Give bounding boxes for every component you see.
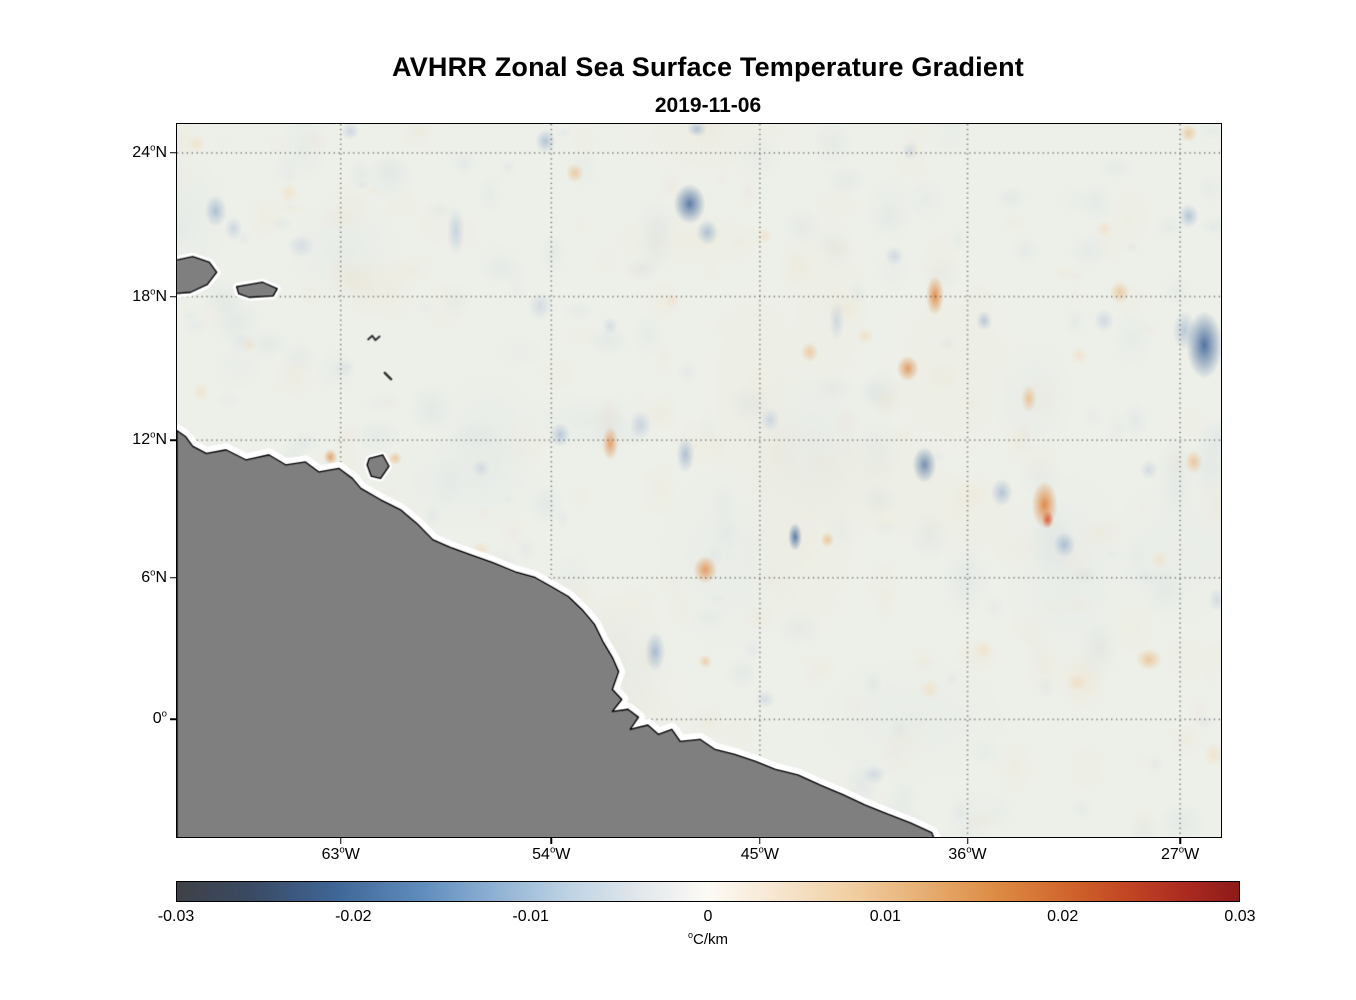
colorbar	[176, 881, 1240, 902]
colorbar-gradient	[177, 882, 1239, 901]
colorbar-ticks: -0.03 -0.02 -0.01 0 0.01 0.02 0.03	[158, 908, 1256, 926]
x-axis-tick-label: 63oW	[321, 844, 360, 863]
y-axis-tickmark	[170, 152, 177, 154]
x-axis-tickmark	[1179, 837, 1181, 844]
colorbar-tick-label: -0.03	[157, 908, 195, 925]
x-axis-tickmark	[339, 837, 342, 844]
colorbar-tick-label: 0.03	[1224, 908, 1256, 925]
chart-subtitle-date: 2019-11-06	[654, 94, 762, 117]
unit-text: C/km	[693, 931, 728, 948]
y-axis-tick-label: 24oN	[132, 142, 167, 161]
x-axis-tick-label: 36oW	[948, 844, 987, 863]
x-axis-tick-label: 45oW	[740, 844, 779, 863]
x-axis-tick-label: 54oW	[532, 844, 571, 863]
y-axis-tick-label: 18oN	[132, 286, 167, 305]
degree-symbol: o	[687, 930, 693, 940]
map-plot: 24oN 18oN 12oN 6oN 0o 63oW 54oW 45oW 36oW 27oW	[132, 123, 1222, 863]
colorbar-tick-label: -0.01	[512, 908, 549, 925]
y-axis-tickmark	[170, 439, 177, 441]
sst-gradient-field-canvas	[177, 124, 1221, 837]
chart-title: AVHRR Zonal Sea Surface Temperature Grad…	[392, 52, 1024, 82]
x-axis-tickmark	[966, 837, 969, 844]
x-axis-tickmark	[550, 837, 553, 844]
x-axis-tick-label: 27oW	[1160, 844, 1200, 863]
colorbar-tick-label: 0.02	[1047, 908, 1079, 925]
y-axis-tickmark	[170, 295, 177, 298]
colorbar-unit-label: oC/km	[176, 930, 1240, 949]
colorbar-tick-label: -0.02	[335, 908, 372, 925]
y-axis-tickmark	[170, 577, 177, 579]
colorbar-tick-label: 0.01	[869, 908, 901, 925]
colorbar-tick-label: 0	[703, 908, 713, 925]
y-axis-tick-label: 6oN	[141, 567, 167, 586]
x-axis-tickmark	[759, 837, 761, 844]
y-axis-tickmark	[170, 718, 177, 721]
y-axis-tick-label: 0o	[152, 709, 167, 728]
y-axis-tick-label: 12oN	[132, 429, 167, 449]
